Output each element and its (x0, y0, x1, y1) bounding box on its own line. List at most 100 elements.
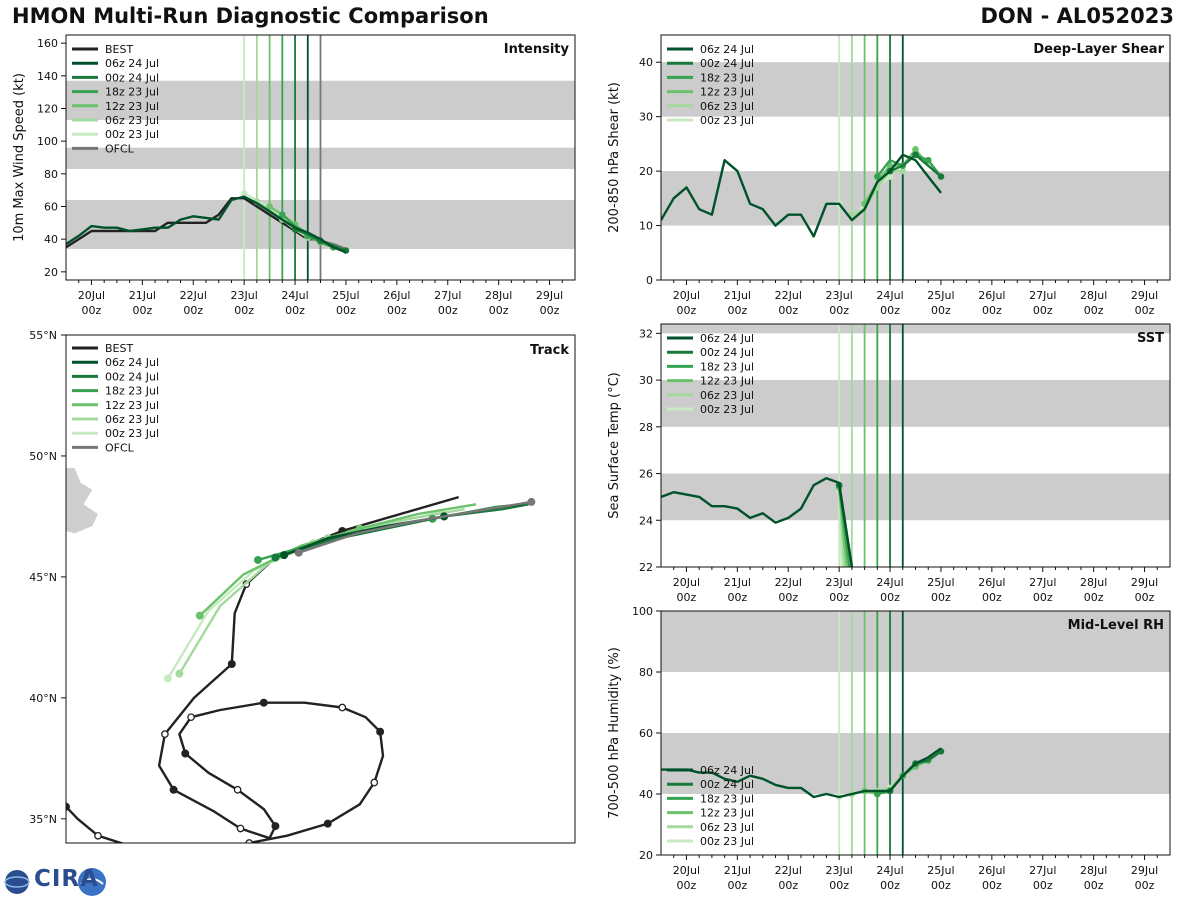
y-tick-label: 40 (639, 56, 653, 69)
y-tick-label: 100 (37, 135, 58, 148)
panel-title: Mid-Level RH (1068, 618, 1164, 633)
y-tick-label: 32 (639, 327, 653, 340)
x-tick-hour-label: 00z (982, 304, 1002, 317)
track-point (271, 553, 280, 562)
lat-tick-label: 45°N (29, 571, 57, 584)
x-tick-hour-label: 00z (438, 304, 458, 317)
legend-label: 18z 23 Jul (700, 792, 754, 805)
land-shape (66, 468, 98, 534)
y-tick-label: 20 (639, 165, 653, 178)
track-point (294, 548, 303, 557)
y-tick-label: 20 (44, 266, 58, 279)
legend-label: 12z 23 Jul (700, 86, 754, 99)
legend-label: 00z 23 Jul (700, 114, 754, 127)
x-tick-label: 24Jul (876, 864, 903, 877)
x-tick-hour-label: 00z (1084, 879, 1104, 892)
x-tick-hour-label: 00z (1135, 304, 1155, 317)
data-point (937, 173, 945, 180)
legend-label: 12z 23 Jul (700, 807, 754, 820)
legend-label: 00z 24 Jul (700, 778, 754, 791)
y-axis-label: 700-500 hPa Humidity (%) (607, 647, 622, 819)
legend-label: 12z 23 Jul (105, 100, 159, 113)
plot-area (66, 35, 575, 280)
x-tick-hour-label: 00z (132, 304, 152, 317)
legend-label: BEST (105, 43, 133, 56)
y-tick-label: 22 (639, 561, 653, 574)
track-open-point (370, 778, 379, 787)
threshold-band (661, 380, 1170, 427)
y-tick-label: 20 (639, 849, 653, 862)
x-tick-label: 27Jul (434, 289, 461, 302)
x-tick-label: 22Jul (775, 864, 802, 877)
sst-panel: 22 24 26 28 30 32 20Jul 00z 21Jul 00z 22Jul 00z 23Ju… (607, 323, 1171, 604)
track-point (271, 822, 280, 831)
y-axis-label: Sea Surface Temp (°C) (607, 372, 622, 519)
threshold-band (661, 171, 1170, 226)
x-tick-label: 23Jul (231, 289, 258, 302)
x-tick-hour-label: 00z (1135, 879, 1155, 892)
x-tick-hour-label: 00z (234, 304, 254, 317)
y-tick-label: 120 (37, 103, 58, 116)
legend-label: 18z 23 Jul (700, 360, 754, 373)
legend-label: 12z 23 Jul (105, 399, 159, 412)
x-tick-label: 21Jul (129, 289, 156, 302)
x-tick-label: 22Jul (180, 289, 207, 302)
x-tick-hour-label: 00z (982, 591, 1002, 604)
track-point (253, 555, 262, 564)
y-tick-label: 24 (639, 514, 653, 527)
legend-label: 06z 24 Jul (105, 57, 159, 70)
x-tick-label: 24Jul (281, 289, 308, 302)
data-point (279, 211, 286, 218)
lat-tick-label: 50°N (29, 450, 57, 463)
legend-label: OFCL (105, 142, 135, 155)
x-tick-hour-label: 00z (677, 879, 697, 892)
track-open-point (233, 785, 242, 794)
legend-label: 00z 23 Jul (700, 403, 754, 416)
track-open-point (161, 730, 169, 738)
y-tick-label: 40 (639, 788, 653, 801)
x-tick-label: 20Jul (78, 289, 105, 302)
rh-panel: 20 40 60 80 100 20Jul 00z 21Jul 00z 22Jul 00z 23Jul… (607, 605, 1171, 892)
track-point (376, 727, 385, 736)
x-tick-label: 21Jul (724, 576, 751, 589)
legend-label: 06z 24 Jul (105, 356, 159, 369)
best-track (66, 495, 460, 843)
x-tick-label: 27Jul (1029, 289, 1056, 302)
y-tick-label: 160 (37, 37, 58, 50)
shear-panel: 0 10 20 30 40 20Jul 00z 21Jul 00z 22Jul 00z 23Jul 00… (607, 34, 1171, 317)
x-tick-hour-label: 00z (931, 304, 951, 317)
data-point (240, 190, 248, 197)
run-track (275, 503, 529, 559)
legend-label: 12z 23 Jul (700, 375, 754, 388)
intensity-panel: 20 40 60 80 100 120 140 160 20Jul 00z 21Jul 00z 22Ju… (12, 34, 576, 317)
x-tick-label: 28Jul (1080, 289, 1107, 302)
x-tick-label: 27Jul (1029, 864, 1056, 877)
x-tick-label: 26Jul (978, 864, 1005, 877)
data-point (874, 790, 881, 798)
track-point (163, 674, 172, 683)
legend-label: 00z 24 Jul (105, 71, 159, 84)
x-tick-label: 25Jul (927, 864, 954, 877)
track-open-point (236, 824, 245, 833)
x-tick-hour-label: 00z (1033, 591, 1053, 604)
lat-tick-label: 55°N (29, 329, 57, 342)
data-point (899, 167, 907, 175)
lat-tick-label: 35°N (29, 813, 57, 826)
track-point (259, 698, 268, 707)
track-point (170, 849, 177, 856)
x-tick-hour-label: 00z (931, 591, 951, 604)
series-line-best (66, 197, 321, 249)
plot-area (661, 611, 1170, 855)
series-line-06z-24-jul (661, 153, 942, 238)
legend-label: 00z 23 Jul (700, 835, 754, 848)
x-tick-hour-label: 00z (829, 304, 849, 317)
y-tick-label: 26 (639, 468, 653, 481)
y-tick-label: 80 (639, 666, 653, 679)
data-point (874, 173, 881, 180)
x-tick-hour-label: 00z (336, 304, 356, 317)
lat-tick-label: 40°N (29, 692, 57, 705)
x-tick-hour-label: 00z (183, 304, 203, 317)
legend-label: 18z 23 Jul (105, 385, 159, 398)
data-point (266, 203, 273, 210)
